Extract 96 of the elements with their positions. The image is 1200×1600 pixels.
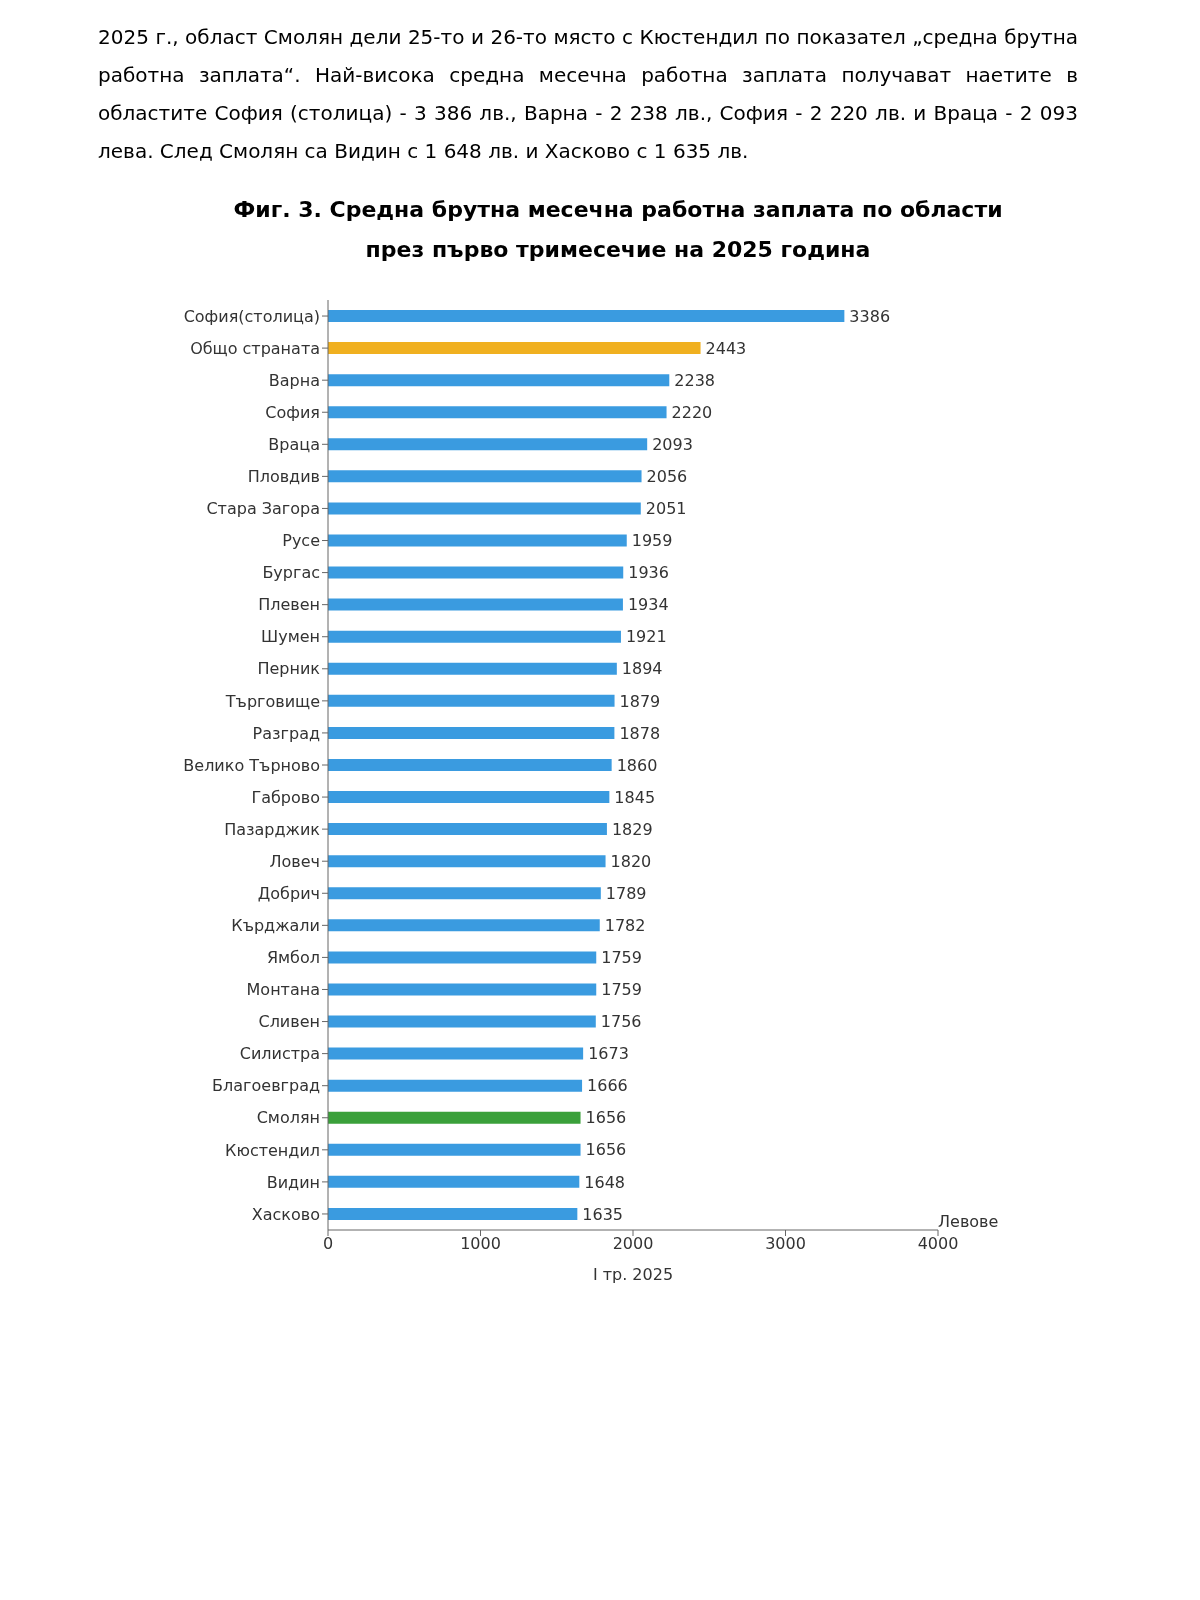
- data-label: 1789: [605, 883, 647, 903]
- data-label: 2093: [652, 434, 693, 454]
- y-tick-label: София(столица): [183, 306, 320, 326]
- bar: [328, 310, 845, 322]
- data-label: 1673: [588, 1044, 629, 1064]
- y-tick-label: Силистра: [239, 1044, 320, 1064]
- bar: [328, 566, 624, 579]
- y-tick-label: Смолян: [256, 1108, 320, 1128]
- bar: [328, 598, 623, 611]
- y-tick-label: Сливен: [258, 1012, 320, 1032]
- data-label: 1860: [616, 755, 658, 775]
- y-tick-label: Враца: [268, 434, 320, 454]
- data-label: 2443: [705, 338, 747, 358]
- chart-title: Фиг. 3. Средна брутна месечна работна заплата по области през първо тримесечие на 2025 година: [232, 196, 1004, 264]
- bar: [328, 1079, 583, 1092]
- x-tick-label: 4000: [917, 1234, 959, 1254]
- y-tick-label: Монтана: [246, 980, 320, 1000]
- data-label: 1894: [621, 659, 663, 679]
- bar: [328, 662, 617, 675]
- data-label: 1829: [611, 819, 653, 839]
- bar: [328, 887, 601, 900]
- y-tick-label: София: [265, 402, 320, 422]
- x-tick-label: 2000: [612, 1234, 654, 1254]
- y-tick-label: Видин: [266, 1172, 320, 1192]
- bar: [328, 758, 612, 771]
- bar: [328, 470, 642, 483]
- bar: [328, 855, 606, 868]
- y-tick-label: Добрич: [257, 883, 320, 903]
- bar: [328, 983, 597, 996]
- text: 2025 г., област Смолян дели 25-то и 26-то място с Кюстендил по показател „средна брутна работна заплата“. Най-висока средна месечна работна заплата получават наетите в областите София (столица) - 3 386 лв., Варна - 2 238 лв., София - 2 220 лв. и Враца - 2 093 лева. След Смолян са Видин с 1 648 лв. и Хасково с 1 635 лв.: [98, 24, 1078, 165]
- data-label: 1648: [584, 1172, 626, 1192]
- bar: [328, 406, 667, 419]
- bar: [328, 630, 621, 643]
- data-label: 1934: [627, 595, 669, 615]
- y-tick-label: Бургас: [262, 563, 320, 583]
- y-tick-label: Пазарджик: [224, 819, 321, 839]
- bar: [328, 374, 670, 387]
- x-tick-label: 1000: [460, 1234, 501, 1254]
- y-tick-label: Кърджали: [231, 916, 320, 936]
- data-label: 1756: [600, 1012, 642, 1032]
- y-tick-label: Общо страната: [190, 338, 320, 358]
- bar: [328, 1175, 580, 1188]
- bar: [328, 534, 627, 547]
- y-tick-label: Стара Загора: [206, 499, 320, 519]
- data-label: 1666: [587, 1076, 628, 1096]
- x-axis-title: I тр. 2025: [592, 1265, 674, 1284]
- data-label: 1921: [625, 627, 667, 647]
- data-label: 1878: [619, 723, 661, 743]
- bar: [328, 1207, 578, 1220]
- x-tick-label: 3000: [765, 1234, 806, 1254]
- y-tick-label: Хасково: [251, 1204, 320, 1224]
- y-tick-label: Русе: [282, 531, 320, 551]
- y-tick-label: Ямбол: [266, 948, 320, 968]
- bar: [328, 1143, 581, 1156]
- bar: [328, 1111, 581, 1124]
- y-tick-label: Перник: [257, 659, 321, 679]
- data-label: 1936: [628, 563, 669, 583]
- data-label: 1845: [614, 787, 656, 807]
- y-tick-label: Търговище: [224, 691, 320, 711]
- data-label: 1820: [610, 851, 652, 871]
- data-label: 1656: [585, 1108, 627, 1128]
- bar: [328, 502, 641, 515]
- bar: [328, 823, 607, 836]
- bar: [328, 342, 701, 355]
- bar: [328, 791, 610, 804]
- y-tick-label: Ловеч: [269, 851, 320, 871]
- bar: [328, 1015, 596, 1028]
- bar: [328, 694, 615, 707]
- data-label: 1635: [582, 1204, 624, 1224]
- data-label: 1959: [631, 531, 673, 551]
- bar: [328, 726, 615, 739]
- data-label: 1879: [619, 691, 661, 711]
- data-label: 2238: [674, 370, 716, 390]
- y-tick-label: Разград: [252, 723, 320, 743]
- data-label: 3386: [849, 306, 891, 326]
- y-tick-label: Варна: [268, 370, 320, 390]
- data-label: 2051: [645, 499, 687, 519]
- bar: [328, 438, 648, 451]
- y-tick-label: Плевен: [258, 595, 320, 615]
- y-tick-label: Пловдив: [247, 467, 320, 487]
- data-label: 1782: [604, 915, 646, 935]
- data-label: 1759: [601, 948, 642, 968]
- x-tick-label: 0: [322, 1234, 334, 1254]
- data-label: 1759: [601, 980, 642, 1000]
- y-tick-label: Габрово: [251, 787, 320, 807]
- annotation: Левове: [938, 1212, 999, 1231]
- y-tick-label: Шумен: [261, 627, 320, 647]
- bar: [328, 951, 597, 964]
- data-label: 2220: [671, 402, 713, 422]
- y-tick-label: Велико Търново: [183, 755, 320, 775]
- bar: [328, 1047, 584, 1060]
- y-tick-label: Кюстендил: [225, 1140, 320, 1160]
- bar: [328, 919, 600, 932]
- y-tick-label: Благоевград: [212, 1076, 320, 1096]
- data-label: 1656: [585, 1140, 627, 1160]
- data-label: 2056: [646, 467, 688, 487]
